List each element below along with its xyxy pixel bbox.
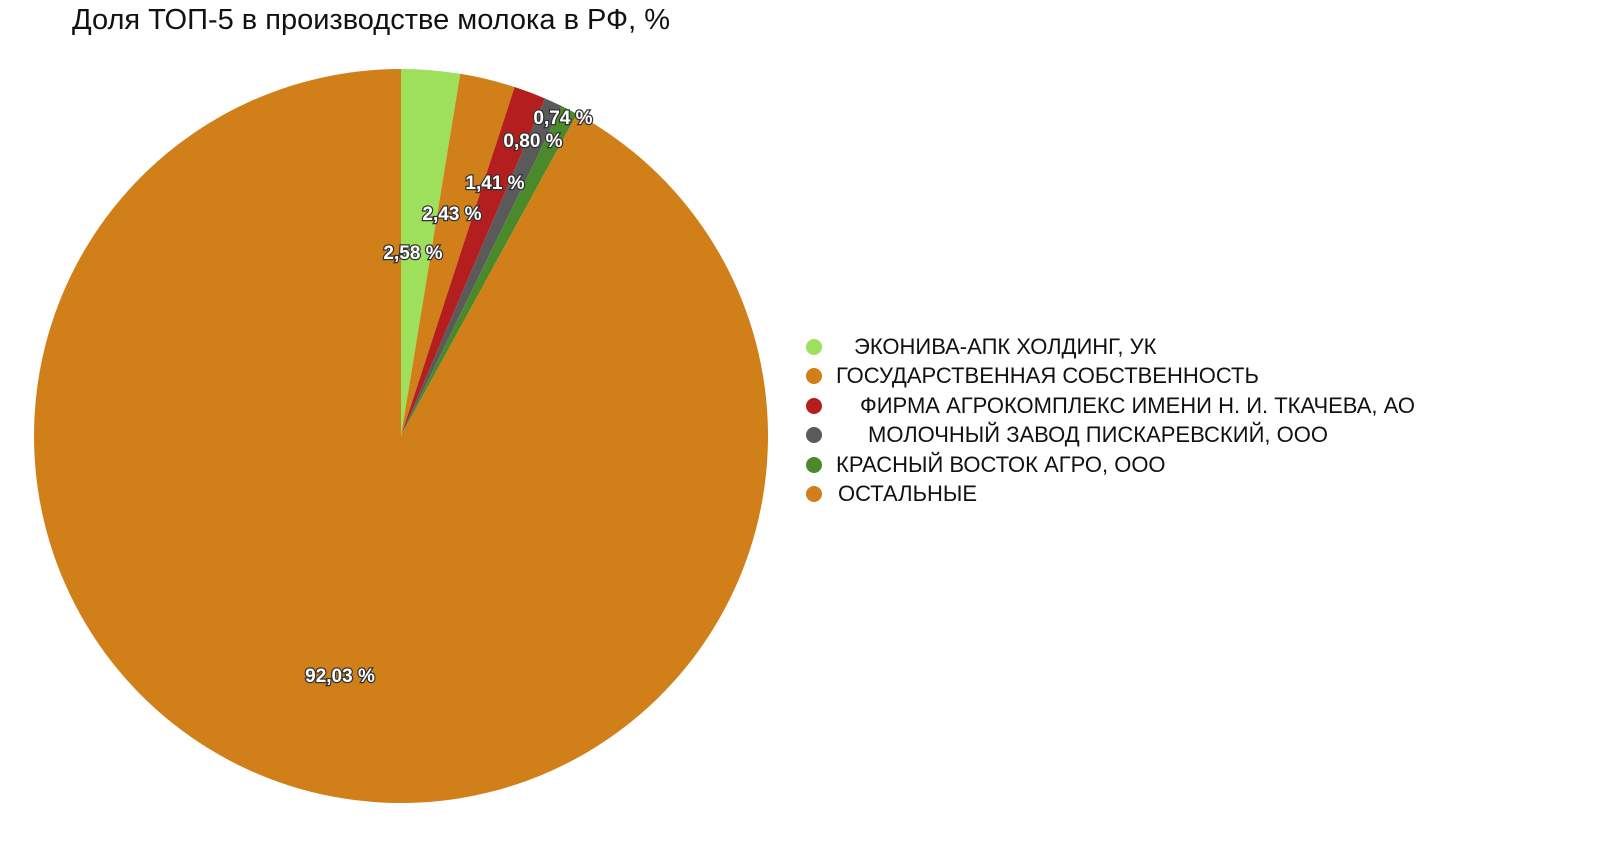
legend-marker <box>806 338 822 355</box>
legend-item: ОСТАЛЬНЫЕ <box>806 480 1415 510</box>
legend-item: МОЛОЧНЫЙ ЗАВОД ПИСКАРЕВСКИЙ, ООО <box>806 421 1415 451</box>
legend-marker <box>806 486 822 503</box>
legend-marker <box>806 397 822 414</box>
pie-slices <box>34 69 769 803</box>
legend-label: МОЛОЧНЫЙ ЗАВОД ПИСКАРЕВСКИЙ, ООО <box>868 422 1328 448</box>
legend-label: ЭКОНИВА-АПК ХОЛДИНГ, УК <box>854 333 1157 359</box>
legend-item: ФИРМА АГРОКОМПЛЕКС ИМЕНИ Н. И. ТКАЧЕВА, … <box>806 391 1415 421</box>
pie-data-label: 92,03 % <box>305 666 375 687</box>
pie-slice <box>401 87 546 436</box>
pie-data-label: 0,80 % <box>503 131 562 152</box>
legend: ЭКОНИВА-АПК ХОЛДИНГ, УК ГОСУДАРСТВЕННАЯ С… <box>806 332 1415 509</box>
legend-label: ГОСУДАРСТВЕННАЯ СОБСТВЕННОСТЬ <box>836 363 1259 389</box>
legend-marker <box>806 456 822 473</box>
pie-slice <box>34 69 769 803</box>
pie-data-label: 2,43 % <box>422 204 481 225</box>
pie-slice <box>401 106 578 436</box>
legend-item: ГОСУДАРСТВЕННАЯ СОБСТВЕННОСТЬ <box>806 362 1415 392</box>
legend-marker <box>806 368 822 385</box>
legend-label: КРАСНЫЙ ВОСТОК АГРО, ООО <box>836 451 1166 477</box>
legend-label: ФИРМА АГРОКОМПЛЕКС ИМЕНИ Н. И. ТКАЧЕВА, … <box>860 392 1415 418</box>
pie-slice <box>401 98 562 437</box>
chart-title: Доля ТОП-5 в производстве молока в РФ, % <box>72 4 670 36</box>
legend-label: ОСТАЛЬНЫЕ <box>838 481 978 507</box>
pie-slice <box>401 73 515 436</box>
pie-data-labels: 2,58 % 2,43 % 1,41 % 0,80 %0,74 % 92,03 % <box>304 107 594 689</box>
pie-data-label: 2,58 % <box>383 243 442 264</box>
legend-item: ЭКОНИВА-АПК ХОЛДИНГ, УК <box>806 332 1415 362</box>
legend-marker <box>806 427 822 444</box>
pie-data-label: 1,41 % <box>465 173 524 194</box>
pie-slice <box>401 69 461 436</box>
pie-data-label: 0,74 % <box>533 108 592 129</box>
legend-item: КРАСНЫЙ ВОСТОК АГРО, ООО <box>806 450 1415 480</box>
